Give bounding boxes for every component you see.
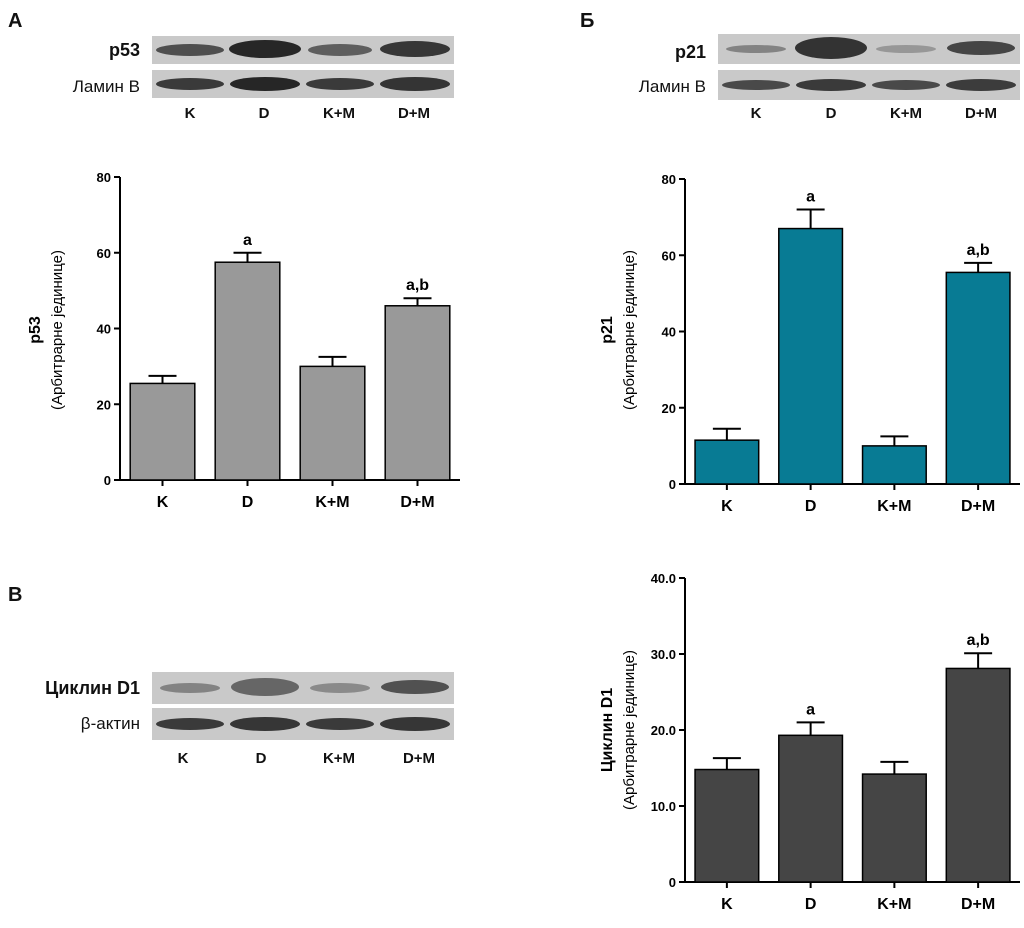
panel-letter-b-cyr: Б bbox=[580, 10, 595, 32]
p53-y-label: p53 bbox=[27, 316, 44, 344]
blot-lane-p53-1: K bbox=[184, 105, 196, 122]
cyclin-bar bbox=[778, 734, 844, 883]
cyclin-bar bbox=[861, 773, 927, 883]
p53-bar bbox=[384, 305, 451, 481]
p53-x-tick-label: K bbox=[157, 494, 169, 511]
blot-bands-p53 bbox=[156, 40, 450, 58]
p21-bar bbox=[861, 445, 927, 485]
p21-x-tick-label: K+M bbox=[877, 498, 911, 515]
p53-y-tick-label: 40 bbox=[97, 322, 111, 337]
blot-lane-p53-4: D+M bbox=[397, 105, 431, 122]
p53-annotation: a bbox=[243, 232, 252, 249]
cyclin-x-tick-label: D bbox=[805, 896, 817, 913]
blot-strip-actin bbox=[152, 708, 454, 740]
blot-lane-p53-2: D bbox=[258, 105, 270, 122]
p21-y-tick-label: 0 bbox=[669, 477, 676, 492]
p21-x-tick-label: D bbox=[805, 498, 817, 515]
cyclin-annotation: a bbox=[806, 701, 815, 718]
p21-x-tick-label: K bbox=[721, 498, 733, 515]
p21-y-tick-label: 80 bbox=[662, 172, 676, 187]
p53-annotation: a,b bbox=[406, 277, 429, 294]
blot-lane-p53-3: K+M bbox=[322, 105, 356, 122]
blot-strip-lamin-p21 bbox=[718, 70, 1020, 100]
p53-x-tick-label: K+M bbox=[315, 494, 349, 511]
cyclin-bar bbox=[694, 768, 760, 883]
cyclin-y-tick-label: 10.0 bbox=[651, 799, 676, 814]
blot-label-p53: p53 bbox=[108, 40, 140, 60]
blot-bands-cyclin bbox=[160, 678, 449, 696]
cyclin-y-tick-label: 40.0 bbox=[651, 571, 676, 586]
p21-bar bbox=[778, 227, 844, 485]
p21-y-label: p21 bbox=[599, 316, 616, 344]
cyclin-y-tick-label: 0 bbox=[669, 875, 676, 890]
blot-strip-p21 bbox=[718, 34, 1020, 64]
cyclin-annotation: a,b bbox=[967, 632, 990, 649]
p21-y-label-sub: (Арбитрарне јединице) bbox=[621, 250, 638, 410]
p53-bar bbox=[299, 365, 366, 481]
blot-label-p21: p21 bbox=[674, 42, 706, 62]
cyclin-y-label-sub: (Арбитрарне јединице) bbox=[621, 650, 638, 810]
panel-letter-a: A bbox=[8, 10, 23, 32]
cyclin-y-label: Циклин D1 bbox=[599, 688, 616, 772]
blot-lane-p21-1: K bbox=[750, 105, 762, 122]
blot-bands-lamin-p53 bbox=[156, 77, 450, 91]
p53-x-tick-label: D bbox=[242, 494, 254, 511]
blot-lane-cyclin-3: K+M bbox=[322, 750, 356, 767]
p53-x-tick-label: D+M bbox=[400, 494, 434, 511]
blot-lane-p21-2: D bbox=[825, 105, 837, 122]
p21-y-tick-label: 20 bbox=[662, 401, 676, 416]
blot-loading-label-cyclin: β-актин bbox=[80, 714, 140, 733]
blot-bands-actin bbox=[156, 717, 450, 731]
cyclin-x-tick-label: K bbox=[721, 896, 733, 913]
p53-y-tick-label: 0 bbox=[104, 473, 111, 488]
blot-lane-cyclin-2: D bbox=[255, 750, 267, 767]
p21-y-tick-label: 40 bbox=[662, 325, 676, 340]
p21-bar bbox=[945, 271, 1011, 485]
p53-y-label-sub: (Арбитрарне јединице) bbox=[49, 250, 66, 410]
blot-bands-p21 bbox=[726, 37, 1015, 59]
blot-lane-p21-3: K+M bbox=[889, 105, 923, 122]
blot-label-cyclin: Циклин D1 bbox=[45, 678, 140, 698]
p53-bar bbox=[214, 261, 281, 481]
blot-loading-label-p53: Ламин B bbox=[72, 77, 140, 96]
cyclin-x-tick-label: K+M bbox=[877, 896, 911, 913]
blot-strip-p53 bbox=[152, 36, 454, 64]
p53-y-tick-label: 20 bbox=[97, 397, 111, 412]
p53-y-tick-label: 60 bbox=[97, 246, 111, 261]
cyclin-y-tick-label: 20.0 bbox=[651, 723, 676, 738]
p53-bar bbox=[129, 382, 196, 481]
blot-lane-cyclin-1: K bbox=[177, 750, 189, 767]
blot-strip-cyclin bbox=[152, 672, 454, 704]
p21-annotation: a bbox=[806, 189, 815, 206]
p53-y-tick-label: 80 bbox=[97, 170, 111, 185]
p21-annotation: a,b bbox=[967, 242, 990, 259]
cyclin-x-tick-label: D+M bbox=[961, 896, 995, 913]
p21-bar bbox=[694, 439, 760, 485]
blot-lane-cyclin-4: D+M bbox=[402, 750, 436, 767]
p21-y-tick-label: 60 bbox=[662, 248, 676, 263]
p21-x-tick-label: D+M bbox=[961, 498, 995, 515]
cyclin-bar bbox=[945, 667, 1011, 883]
blot-bands-lamin-p21 bbox=[722, 79, 1016, 91]
cyclin-y-tick-label: 30.0 bbox=[651, 647, 676, 662]
blot-lane-p21-4: D+M bbox=[964, 105, 998, 122]
panel-letter-v: B bbox=[8, 584, 23, 606]
blot-loading-label-p21: Ламин B bbox=[638, 77, 706, 96]
blot-strip-lamin-p53 bbox=[152, 70, 454, 98]
